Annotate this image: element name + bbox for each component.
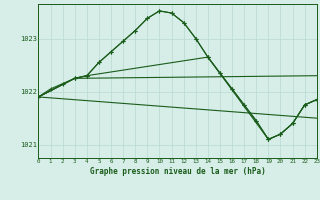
X-axis label: Graphe pression niveau de la mer (hPa): Graphe pression niveau de la mer (hPa) [90,167,266,176]
